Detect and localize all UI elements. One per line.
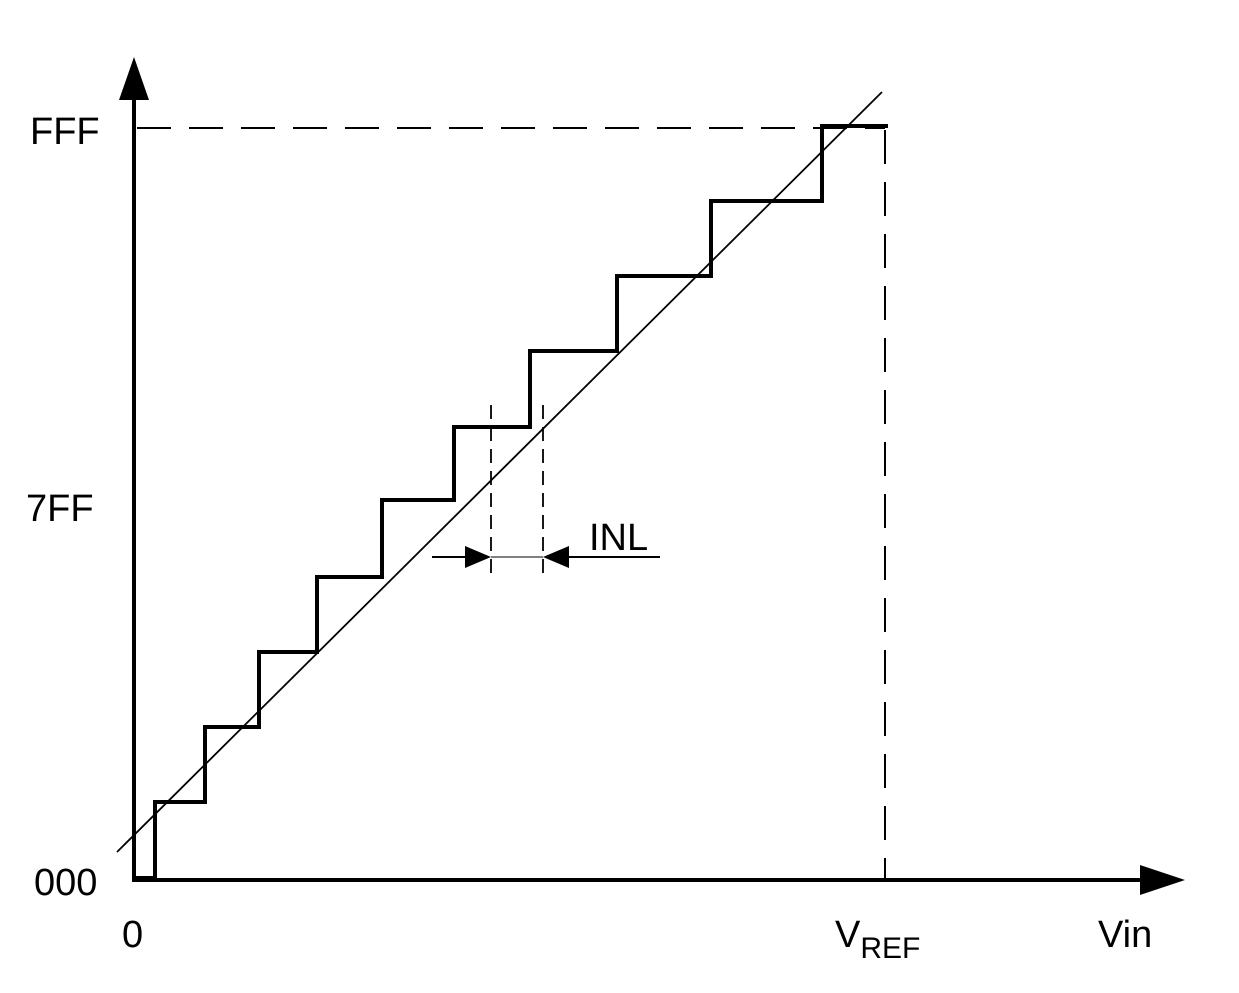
y-axis-arrowhead (119, 57, 149, 100)
x-label-origin: 0 (122, 914, 143, 956)
x-label-vref-main: V (835, 914, 861, 956)
ideal-transfer-line (116, 91, 883, 853)
inl-right-arrowhead (543, 546, 569, 568)
staircase-transfer-curve (134, 124, 888, 880)
inl-label: INL (589, 517, 648, 559)
x-label-vref-subscript: REF (860, 932, 920, 965)
y-label-7ff: 7FF (26, 488, 94, 530)
y-label-fff: FFF (30, 111, 100, 153)
x-axis-label-vin: Vin (1098, 914, 1152, 956)
inl-left-arrowhead (465, 546, 491, 568)
y-label-000: 000 (34, 862, 97, 904)
x-axis-arrowhead (1140, 865, 1185, 895)
x-label-vref: VREF (835, 914, 920, 965)
